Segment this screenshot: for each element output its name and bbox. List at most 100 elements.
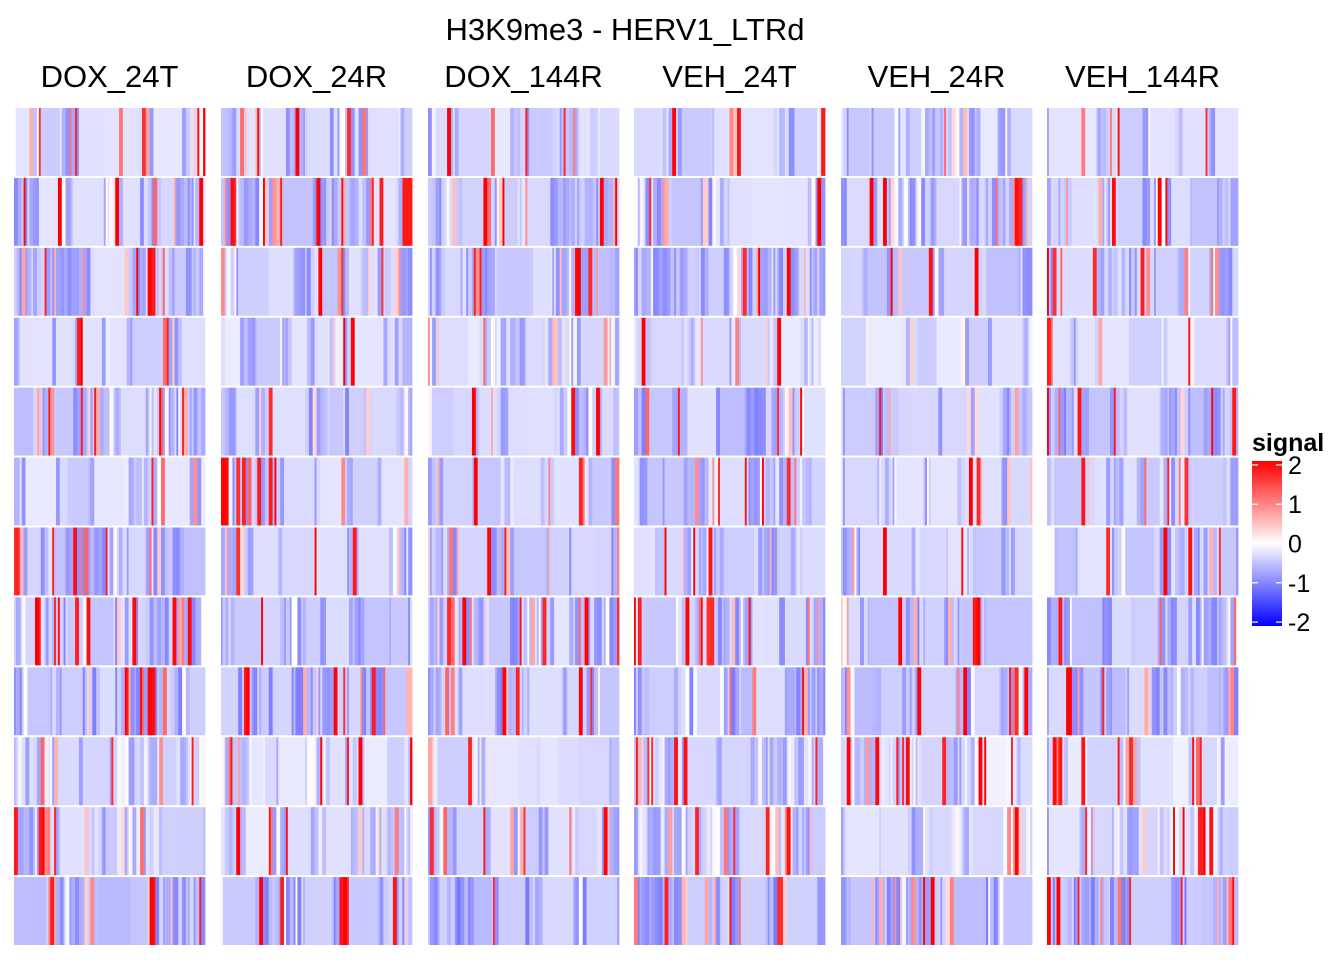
heatmap-cell: [803, 807, 807, 876]
heatmap-cell: [61, 667, 84, 736]
heatmap-cell: [153, 457, 158, 526]
heatmap-cell: [428, 807, 431, 876]
heatmap-cell: [1180, 247, 1185, 316]
heatmap-cell: [869, 737, 872, 806]
heatmap-cell: [268, 807, 272, 876]
heatmap-cell: [433, 877, 438, 945]
heatmap-cell: [115, 737, 118, 806]
heatmap-cell: [452, 527, 458, 596]
heatmap-cell: [863, 737, 867, 806]
heatmap-cell: [1171, 877, 1176, 945]
heatmap-cell: [557, 247, 561, 316]
heatmap-cell: [909, 177, 913, 246]
heatmap-cell: [96, 387, 101, 456]
heatmap-cell: [779, 877, 784, 945]
heatmap-cell: [471, 737, 475, 806]
heatmap-cell: [65, 108, 70, 176]
heatmap-cell: [14, 317, 19, 386]
heatmap-cell: [529, 877, 534, 945]
heatmap-cell: [368, 108, 400, 176]
heatmap-cell: [445, 667, 450, 736]
heatmap-cell: [1194, 317, 1227, 386]
heatmap-cell: [544, 457, 549, 526]
heatmap-cell: [201, 387, 206, 456]
heatmap-cell: [779, 457, 784, 526]
heatmap-cell: [428, 527, 431, 596]
heatmap-cell: [36, 387, 40, 456]
heatmap-cell: [282, 317, 285, 386]
heatmap-cell: [978, 737, 983, 806]
heatmap-cell: [634, 807, 639, 876]
heatmap-cell: [782, 247, 788, 316]
heatmap-cell: [199, 247, 204, 316]
heatmap-cell: [1003, 807, 1008, 876]
heatmap-cell: [362, 807, 365, 876]
heatmap-cell: [1094, 807, 1113, 876]
heatmap-cell: [884, 387, 890, 456]
heatmap-cell: [1125, 247, 1130, 316]
heatmap-cell: [674, 247, 677, 316]
heatmap-cell: [1171, 387, 1176, 456]
heatmap-cell: [1232, 177, 1239, 246]
heatmap-cell: [698, 597, 702, 666]
heatmap-cell: [433, 807, 437, 876]
heatmap-cell: [383, 177, 396, 246]
heatmap-cell: [727, 667, 730, 736]
heatmap-cell: [890, 177, 895, 246]
heatmap-cell: [435, 177, 440, 246]
heatmap-cell: [974, 247, 979, 316]
heatmap-cell: [1005, 108, 1008, 176]
heatmap-cell: [360, 247, 363, 316]
heatmap-cell: [369, 177, 373, 246]
heatmap-cell: [193, 457, 198, 526]
heatmap-cell: [447, 597, 452, 666]
heatmap-cell: [928, 807, 934, 876]
heatmap-cell: [291, 597, 296, 666]
heatmap-cell: [145, 108, 151, 176]
heatmap-cell: [224, 457, 230, 526]
heatmap-cell: [458, 527, 488, 596]
heatmap-cell: [1108, 247, 1113, 316]
heatmap-cell: [651, 177, 654, 246]
heatmap-cell: [78, 877, 84, 945]
heatmap-cell: [925, 177, 930, 246]
heatmap-cell: [664, 807, 669, 876]
heatmap-cell: [176, 387, 179, 456]
heatmap-cell: [649, 387, 673, 456]
heatmap-cell: [653, 247, 656, 316]
heatmap-cell: [637, 737, 643, 806]
heatmap-cell: [928, 108, 934, 176]
heatmap-cell: [109, 317, 128, 386]
heatmap-cell: [1062, 597, 1065, 666]
heatmap-cell: [305, 108, 308, 176]
heatmap-cell: [576, 317, 582, 386]
heatmap-cell: [548, 807, 570, 876]
heatmap-cell: [842, 597, 848, 666]
heatmap-cell: [312, 667, 317, 736]
heatmap-cell: [1230, 387, 1233, 456]
heatmap-cell: [54, 247, 57, 316]
heatmap-cell: [567, 667, 580, 736]
heatmap-cell: [103, 807, 107, 876]
heatmap-cell: [942, 737, 947, 806]
heatmap-cell: [193, 387, 198, 456]
heatmap-cell: [475, 387, 479, 456]
heatmap-cell: [811, 737, 814, 806]
heatmap-cell: [972, 597, 978, 666]
heatmap-cell: [431, 317, 435, 386]
heatmap-cell: [1100, 667, 1103, 736]
heatmap-cell: [268, 667, 273, 736]
heatmap-cell: [272, 177, 277, 246]
heatmap-cell: [1056, 737, 1059, 806]
heatmap-cell: [73, 177, 105, 246]
heatmap-cell: [607, 317, 610, 386]
heatmap-cell: [884, 737, 890, 806]
heatmap-cell: [141, 457, 145, 526]
heatmap-cell: [178, 597, 183, 666]
heatmap-cell: [366, 667, 371, 736]
heatmap-cell: [1081, 877, 1084, 945]
heatmap-cell: [641, 807, 646, 876]
heatmap-cell: [765, 877, 769, 945]
heatmap-cell: [1094, 457, 1107, 526]
heatmap-cell: [470, 597, 473, 666]
